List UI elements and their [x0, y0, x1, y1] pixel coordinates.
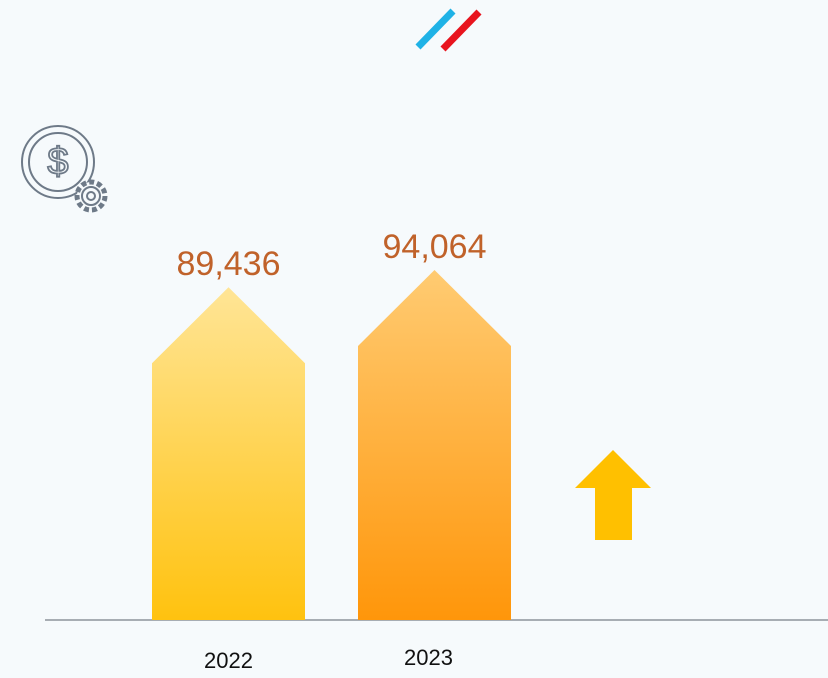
up-arrow — [575, 450, 651, 540]
arrow-bar — [152, 287, 305, 620]
value-label: 94,064 — [383, 228, 487, 266]
arrow-bar — [358, 270, 511, 620]
x-tick-label: 2023 — [404, 645, 453, 670]
svg-text:$: $ — [47, 141, 68, 183]
x-tick-label: 2022 — [204, 648, 253, 673]
logo — [415, 8, 482, 52]
money-icon: $ — [21, 125, 108, 213]
value-label: 89,436 — [177, 245, 281, 283]
